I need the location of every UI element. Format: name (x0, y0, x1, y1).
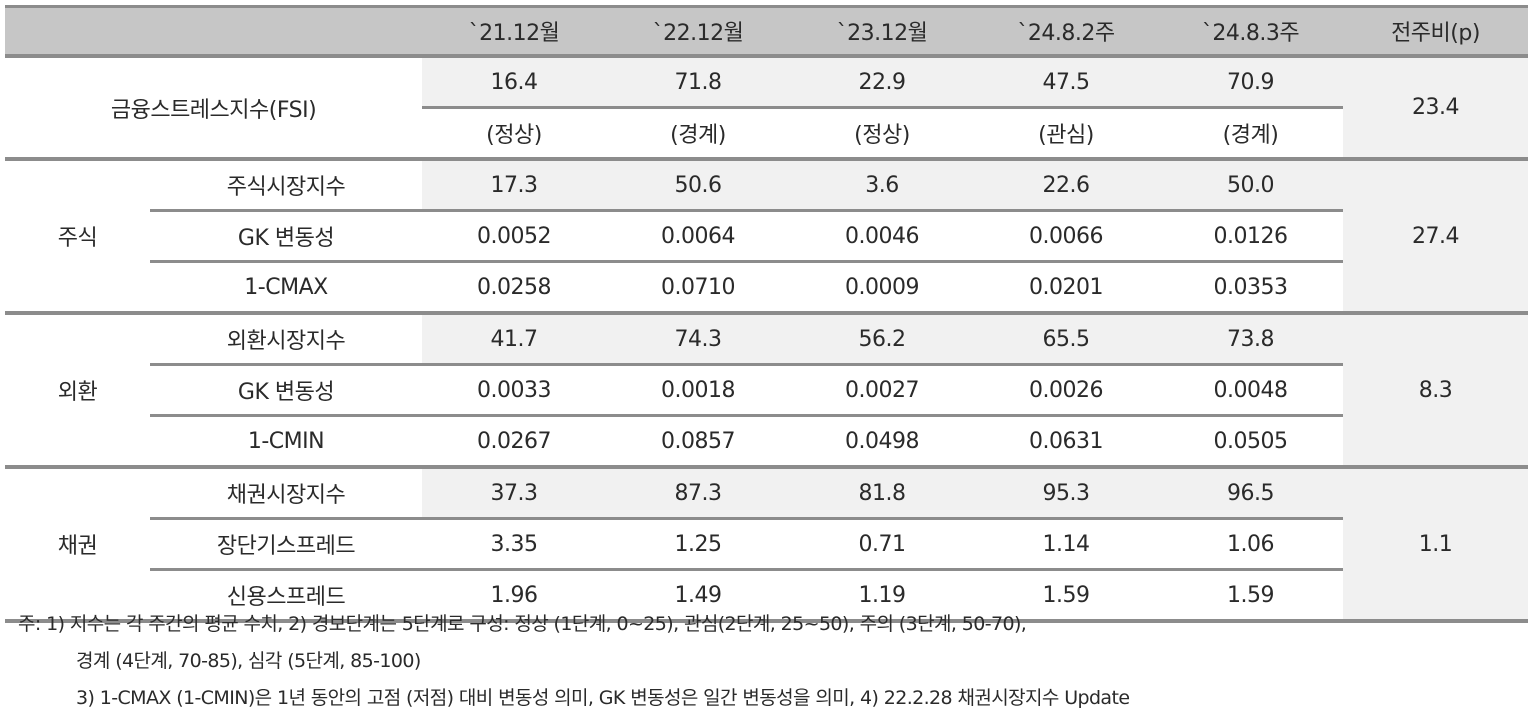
level-cell: (정상) (422, 107, 606, 161)
value-cell: 22.9 (790, 56, 974, 109)
header-row: `21.12월 `22.12월 `23.12월 `24.8.2주 `24.8.3주 전주비… (5, 5, 1528, 58)
fsi-table: `21.12월 `22.12월 `23.12월 `24.8.2주 `24.8.3주 전주비… (5, 5, 1528, 623)
column-header: `24.8.2주 (974, 5, 1158, 58)
value-cell: 0.0126 (1158, 210, 1343, 263)
column-header: 전주비(p) (1343, 5, 1528, 58)
value-cell: 0.0631 (974, 415, 1158, 469)
table-row: 금융스트레스지수(FSI) 16.4 71.8 22.9 47.5 70.9 23.4 (5, 56, 1528, 161)
value-cell: 1.59 (1158, 569, 1343, 623)
change-cell: 27.4 (1343, 159, 1528, 315)
value-cell: 16.4 (422, 56, 606, 109)
table-row: 주식 주식시장지수 17.3 50.6 3.6 22.6 50.0 27.4 (5, 159, 1528, 315)
change-cell: 1.1 (1343, 467, 1528, 623)
value-cell: 56.2 (790, 313, 974, 366)
value-cell: 1.25 (606, 518, 790, 571)
value-cell: 0.0258 (422, 261, 606, 315)
row-label: 주식시장지수 (150, 159, 422, 212)
group-label: 주식 (5, 159, 150, 315)
column-header: `21.12월 (422, 5, 606, 58)
value-cell: 65.5 (974, 313, 1158, 366)
value-cell: 70.9 (1158, 56, 1343, 109)
row-label: 장단기스프레드 (150, 518, 422, 571)
value-cell: 1.49 (606, 569, 790, 623)
value-cell: 17.3 (422, 159, 606, 212)
value-cell: 0.0498 (790, 415, 974, 469)
row-label: GK 변동성 (150, 364, 422, 417)
table-row: (정상) (경계) (정상) (관심) (경계) (5, 107, 1528, 161)
change-cell: 23.4 (1343, 56, 1528, 161)
level-cell: (관심) (974, 107, 1158, 161)
note-line: 3) 1-CMAX (1-CMIN)은 1년 동안의 고점 (저점) 대비 변동… (76, 687, 1130, 709)
column-header: `22.12월 (606, 5, 790, 58)
table-row: 채권 채권시장지수 37.3 87.3 81.8 95.3 96.5 1.1 (5, 467, 1528, 623)
value-cell: 0.0046 (790, 210, 974, 263)
table-row: 신용스프레드 1.96 1.49 1.19 1.59 1.59 (5, 569, 1528, 623)
group-label: 외환 (5, 313, 150, 469)
value-cell: 0.0353 (1158, 261, 1343, 315)
value-cell: 73.8 (1158, 313, 1343, 366)
value-cell: 0.0018 (606, 364, 790, 417)
value-cell: 0.0052 (422, 210, 606, 263)
value-cell: 0.0505 (1158, 415, 1343, 469)
footnotes: 주: 1) 지수는 각 주간의 평균 수치, 2) 경보단계는 5단계로 구성:… (18, 606, 1130, 717)
column-header (5, 5, 422, 58)
table-row: 장단기스프레드 3.35 1.25 0.71 1.14 1.06 (5, 518, 1528, 571)
value-cell: 96.5 (1158, 467, 1343, 520)
value-cell: 22.6 (974, 159, 1158, 212)
note-line: 주: 1) 지수는 각 주간의 평균 수치, 2) 경보단계는 5단계로 구성:… (18, 613, 1027, 635)
value-cell: 1.96 (422, 569, 606, 623)
value-cell: 95.3 (974, 467, 1158, 520)
table-row: 1-CMIN 0.0267 0.0857 0.0498 0.0631 0.0505 (5, 415, 1528, 469)
group-label: 채권 (5, 467, 150, 623)
value-cell: 1.06 (1158, 518, 1343, 571)
value-cell: 37.3 (422, 467, 606, 520)
value-cell: 0.0026 (974, 364, 1158, 417)
level-cell: (경계) (606, 107, 790, 161)
value-cell: 0.0033 (422, 364, 606, 417)
level-cell: (정상) (790, 107, 974, 161)
value-cell: 1.14 (974, 518, 1158, 571)
table-row: 1-CMAX 0.0258 0.0710 0.0009 0.0201 0.0353 (5, 261, 1528, 315)
row-label: 1-CMIN (150, 415, 422, 469)
column-header: `23.12월 (790, 5, 974, 58)
row-label: 채권시장지수 (150, 467, 422, 520)
level-cell: (경계) (1158, 107, 1343, 161)
value-cell: 0.0048 (1158, 364, 1343, 417)
note-line: 경계 (4단계, 70-85), 심각 (5단계, 85-100) (76, 650, 421, 672)
change-cell: 8.3 (1343, 313, 1528, 469)
column-header: `24.8.3주 (1158, 5, 1343, 58)
value-cell: 0.0009 (790, 261, 974, 315)
value-cell: 0.0064 (606, 210, 790, 263)
table-row: GK 변동성 0.0033 0.0018 0.0027 0.0026 0.0048 (5, 364, 1528, 417)
value-cell: 41.7 (422, 313, 606, 366)
value-cell: 0.0066 (974, 210, 1158, 263)
row-label: GK 변동성 (150, 210, 422, 263)
value-cell: 0.0027 (790, 364, 974, 417)
value-cell: 74.3 (606, 313, 790, 366)
value-cell: 47.5 (974, 56, 1158, 109)
value-cell: 0.0857 (606, 415, 790, 469)
value-cell: 0.0710 (606, 261, 790, 315)
row-label: 외환시장지수 (150, 313, 422, 366)
value-cell: 0.71 (790, 518, 974, 571)
value-cell: 3.6 (790, 159, 974, 212)
value-cell: 0.0201 (974, 261, 1158, 315)
value-cell: 50.6 (606, 159, 790, 212)
value-cell: 71.8 (606, 56, 790, 109)
value-cell: 87.3 (606, 467, 790, 520)
table-row: 외환 외환시장지수 41.7 74.3 56.2 65.5 73.8 8.3 (5, 313, 1528, 469)
value-cell: 81.8 (790, 467, 974, 520)
table-row: GK 변동성 0.0052 0.0064 0.0046 0.0066 0.0126 (5, 210, 1528, 263)
value-cell: 1.59 (974, 569, 1158, 623)
value-cell: 1.19 (790, 569, 974, 623)
value-cell: 3.35 (422, 518, 606, 571)
value-cell: 0.0267 (422, 415, 606, 469)
value-cell: 50.0 (1158, 159, 1343, 212)
row-label: 1-CMAX (150, 261, 422, 315)
row-label: 금융스트레스지수(FSI) (5, 56, 422, 161)
row-label: 신용스프레드 (150, 569, 422, 623)
